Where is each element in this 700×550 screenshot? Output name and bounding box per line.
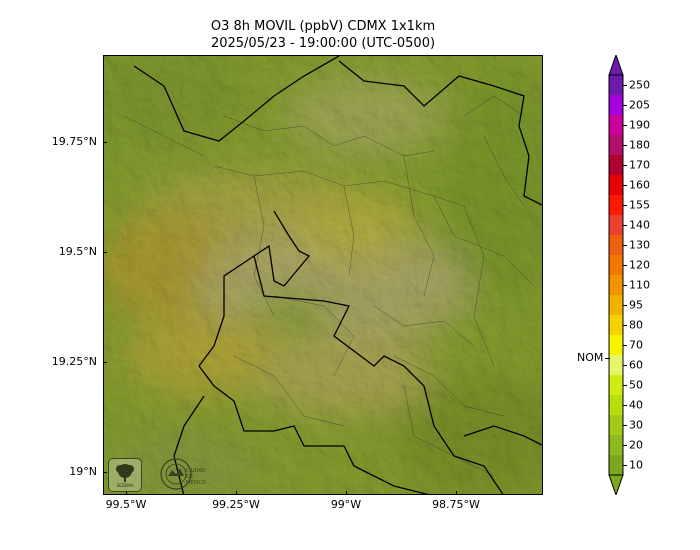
- seal-icon: [160, 458, 192, 490]
- colorbar-label: 250: [629, 78, 650, 92]
- colorbar-segment: [609, 315, 623, 335]
- colorbar-segment: [609, 275, 623, 295]
- colorbar-segment: [609, 355, 623, 375]
- colorbar-segment: [609, 135, 623, 155]
- nom-label: NOM: [577, 351, 604, 364]
- colorbar-segment: [609, 435, 623, 455]
- cdmx-logo: CIUDAD DE MÉXICO: [158, 456, 212, 492]
- colorbar-label: 160: [629, 178, 650, 192]
- colorbar-label: 110: [629, 278, 650, 292]
- y-label-19-25: 19.25°N: [51, 355, 97, 368]
- colorbar-label: 155: [629, 198, 650, 212]
- colorbar-label: 190: [629, 118, 650, 132]
- x-tick: [126, 491, 127, 495]
- x-label-98-75: 98.75°W: [432, 498, 480, 511]
- colorbar: [608, 55, 626, 495]
- colorbar-tick: [623, 105, 627, 106]
- colorbar-label: 20: [629, 438, 643, 452]
- x-tick: [236, 491, 237, 495]
- colorbar-tick: [623, 425, 627, 426]
- sedema-logo: SEDEMA: [108, 458, 142, 492]
- map-title-line2: 2025/05/23 - 19:00:00 (UTC-0500): [210, 36, 436, 51]
- y-tick: [103, 472, 107, 473]
- colorbar-segment: [609, 115, 623, 135]
- colorbar-label: 60: [629, 358, 643, 372]
- colorbar-segment: [609, 375, 623, 395]
- colorbar-label: 130: [629, 238, 650, 252]
- colorbar-tick: [623, 145, 627, 146]
- colorbar-tick: [623, 245, 627, 246]
- colorbar-label: 80: [629, 318, 643, 332]
- x-label-99-5: 99.5°W: [105, 498, 147, 511]
- colorbar-tick: [623, 365, 627, 366]
- colorbar-label: 70: [629, 338, 643, 352]
- colorbar-segment: [609, 215, 623, 235]
- colorbar-tick: [623, 205, 627, 206]
- colorbar-segment: [609, 455, 623, 475]
- y-label-19-75: 19.75°N: [51, 135, 97, 148]
- colorbar-label: 10: [629, 458, 643, 472]
- colorbar-tick: [623, 445, 627, 446]
- colorbar-segment: [609, 155, 623, 175]
- ozone-field: [104, 56, 542, 494]
- colorbar-label: 30: [629, 418, 643, 432]
- x-label-99: 99°W: [330, 498, 362, 511]
- map-title-line1: O3 8h MOVIL (ppbV) CDMX 1x1km: [210, 19, 436, 34]
- colorbar-tick: [623, 225, 627, 226]
- colorbar-segment: [609, 95, 623, 115]
- x-tick: [456, 491, 457, 495]
- colorbar-tick: [623, 385, 627, 386]
- colorbar-label: 50: [629, 378, 643, 392]
- colorbar-label: 180: [629, 138, 650, 152]
- colorbar-svg: [608, 55, 624, 495]
- colorbar-tick: [623, 165, 627, 166]
- colorbar-label: 95: [629, 298, 643, 312]
- colorbar-segment: [609, 295, 623, 315]
- colorbar-label: 120: [629, 258, 650, 272]
- colorbar-tick: [623, 265, 627, 266]
- y-label-19: 19°N: [69, 465, 97, 478]
- colorbar-segment: [609, 195, 623, 215]
- colorbar-tick: [623, 125, 627, 126]
- colorbar-segment: [609, 255, 623, 275]
- colorbar-tick: [623, 325, 627, 326]
- colorbar-tick: [623, 345, 627, 346]
- colorbar-segment: [609, 415, 623, 435]
- y-tick: [103, 252, 107, 253]
- x-label-99-25: 99.25°W: [212, 498, 260, 511]
- nom-tick: [605, 358, 610, 359]
- y-tick: [103, 142, 107, 143]
- colorbar-tick: [623, 85, 627, 86]
- logo-right-text: CIUDAD DE MÉXICO: [186, 468, 206, 486]
- colorbar-tick: [623, 305, 627, 306]
- y-tick: [103, 362, 107, 363]
- y-label-19-5: 19.5°N: [58, 245, 97, 258]
- colorbar-segment: [609, 395, 623, 415]
- colorbar-tick: [623, 465, 627, 466]
- colorbar-tick: [623, 285, 627, 286]
- colorbar-segment: [609, 75, 623, 95]
- ozone-map: SEDEMA CIUDAD DE MÉXICO: [103, 55, 543, 495]
- colorbar-label: 205: [629, 98, 650, 112]
- colorbar-label: 170: [629, 158, 650, 172]
- colorbar-segment: [609, 235, 623, 255]
- colorbar-label: 40: [629, 398, 643, 412]
- colorbar-segment: [609, 175, 623, 195]
- colorbar-segment: [609, 335, 623, 355]
- colorbar-tick: [623, 405, 627, 406]
- colorbar-label: 140: [629, 218, 650, 232]
- colorbar-tick: [623, 185, 627, 186]
- tree-icon: [116, 464, 134, 482]
- x-tick: [346, 491, 347, 495]
- logo-left-text: SEDEMA: [116, 483, 134, 488]
